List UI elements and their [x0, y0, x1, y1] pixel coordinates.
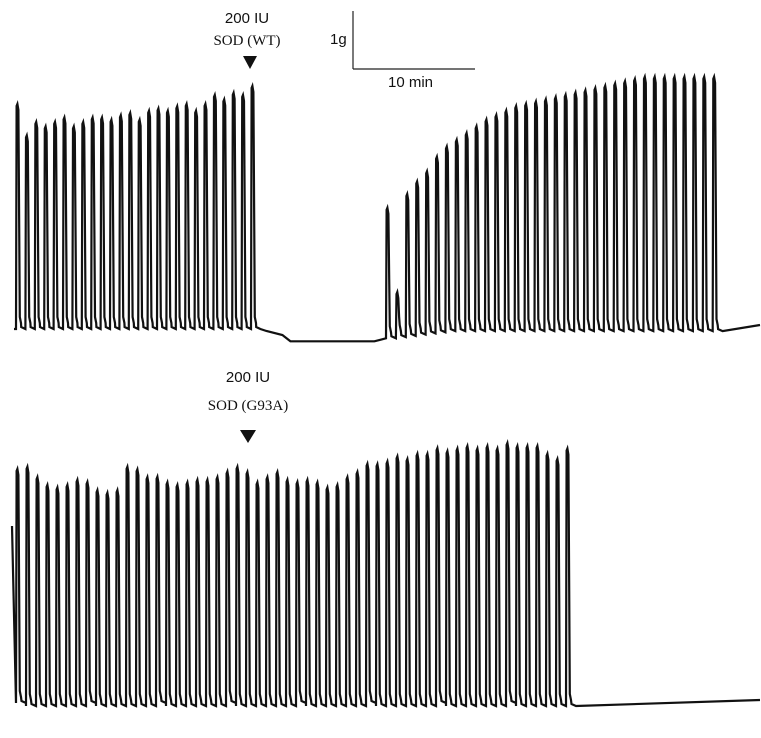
bottom-injection-annotation: 200 IU SOD (G93A): [208, 369, 288, 443]
bottom-injection-arrow-icon: [240, 430, 256, 443]
top-agent-label: SOD (WT): [213, 33, 280, 49]
bottom-dose-label: 200 IU: [226, 369, 270, 386]
scale-bar-force-label: 1g: [330, 31, 347, 48]
scale-bar-time-label: 10 min: [388, 74, 433, 91]
top-injection-arrow-icon: [243, 56, 257, 69]
bottom-agent-label: SOD (G93A): [208, 398, 288, 414]
top-injection-annotation: 200 IU SOD (WT): [213, 10, 281, 69]
top-dose-label: 200 IU: [225, 10, 269, 27]
scale-bar: 1g 10 min: [330, 11, 475, 91]
top-tension-trace: [14, 72, 761, 343]
bottom-tension-trace: [10, 438, 761, 708]
